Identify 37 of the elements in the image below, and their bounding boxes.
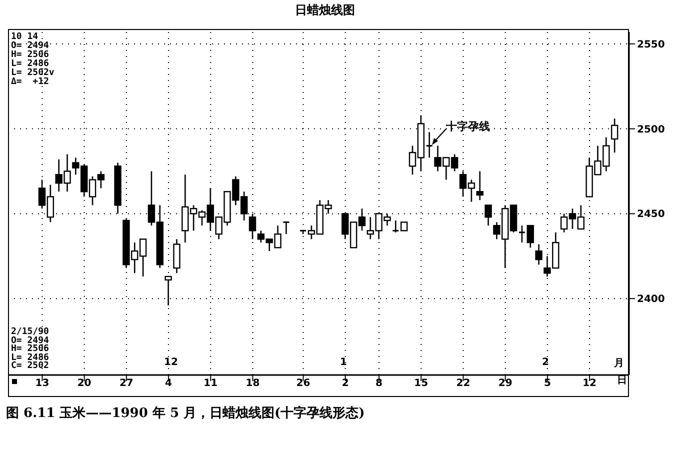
candlestick	[392, 220, 400, 234]
x-tick-label: 4	[165, 378, 172, 390]
candlestick	[518, 224, 526, 244]
x-tick-label: 18	[246, 378, 260, 390]
y-tick-label: 2550	[637, 39, 665, 50]
y-tick-label: 2400	[637, 294, 665, 306]
annotation: 2	[542, 357, 549, 368]
x-tick-label: 2	[342, 378, 349, 390]
candlestick	[426, 132, 434, 158]
x-tick-label: 29	[498, 378, 512, 390]
x-tick-label: 12	[582, 378, 597, 390]
x-tick-label: 22	[456, 378, 470, 390]
annotation: 十字孕线	[446, 119, 490, 134]
y-tick-label: 2500	[637, 124, 665, 136]
annotation: 月	[614, 357, 624, 370]
x-tick-label: 26	[296, 378, 310, 390]
candlestick	[526, 224, 534, 248]
annotation: 2/15/90 O= 2494 H= 2506 L= 2486 C= 2502	[11, 327, 49, 371]
annotation: 1	[340, 357, 347, 368]
x-tick-label: 20	[77, 378, 92, 390]
chart-title: 日蜡烛线图	[294, 2, 356, 19]
candlestick	[610, 118, 618, 154]
x-tick-label: 5	[544, 378, 551, 390]
x-tick-label: 13	[35, 378, 50, 390]
annotation: 10 14	[11, 32, 38, 42]
annotation: 12	[164, 357, 178, 368]
candlestick	[282, 221, 290, 235]
x-tick-label: 8	[376, 378, 383, 390]
x-tick-label: 27	[119, 378, 134, 390]
x-tick-label: 15	[414, 378, 428, 390]
candlestick	[535, 244, 542, 266]
candlestick	[476, 170, 484, 201]
candlestick	[173, 238, 180, 274]
annotation: O= 2494 H= 2506 L= 2486 L= 2502v Δ= +12	[11, 41, 54, 87]
x-tick-label: 11	[204, 378, 218, 390]
caption: 图 6.11 玉米——1990 年 5 月，日蜡烛线图(十字孕线形态)	[6, 404, 365, 422]
y-tick-label: 2450	[637, 209, 665, 220]
